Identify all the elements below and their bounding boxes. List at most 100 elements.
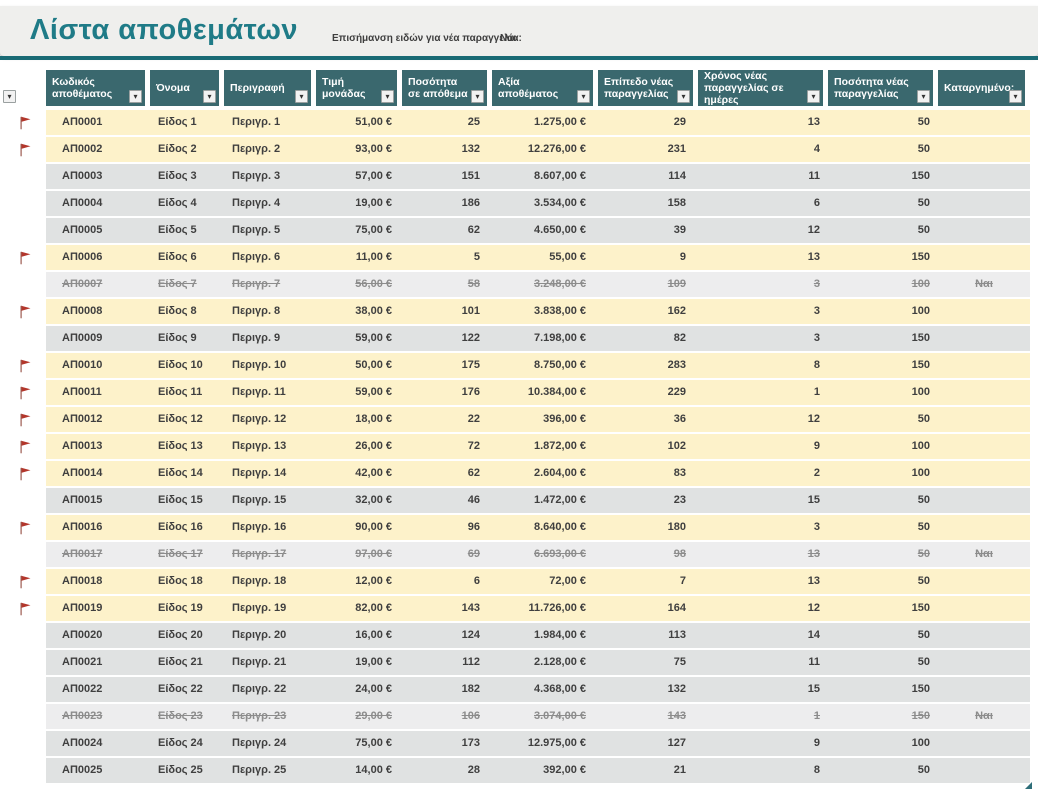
cell-inventory-code[interactable]: ΑΠ0006 [46, 245, 150, 270]
cell-reorder-level[interactable]: 23 [598, 488, 698, 513]
cell-reorder-days[interactable]: 1 [698, 704, 828, 729]
cell-qty-in-stock[interactable]: 46 [402, 488, 492, 513]
cell-name[interactable]: Είδος 25 [150, 758, 224, 783]
flag-cell[interactable] [0, 569, 46, 594]
cell-reorder-level[interactable]: 102 [598, 434, 698, 459]
cell-description[interactable]: Περιγρ. 24 [224, 731, 316, 756]
cell-inventory-code[interactable]: ΑΠ0014 [46, 461, 150, 486]
cell-reorder-level[interactable]: 98 [598, 542, 698, 567]
header-reorder-qty[interactable]: Ποσότητα νέας παραγγελίας ▾ [828, 70, 933, 106]
cell-unit-price[interactable]: 75,00 € [316, 731, 402, 756]
cell-description[interactable]: Περιγρ. 9 [224, 326, 316, 351]
cell-name[interactable]: Είδος 24 [150, 731, 224, 756]
filter-dropdown-button[interactable]: ▾ [1009, 90, 1022, 103]
cell-reorder-days[interactable]: 6 [698, 191, 828, 216]
cell-reorder-qty[interactable]: 50 [828, 758, 938, 783]
cell-inventory-code[interactable]: ΑΠ0024 [46, 731, 150, 756]
cell-reorder-days[interactable]: 9 [698, 731, 828, 756]
cell-description[interactable]: Περιγρ. 6 [224, 245, 316, 270]
cell-inventory-code[interactable]: ΑΠ0015 [46, 488, 150, 513]
flag-cell[interactable] [0, 272, 46, 297]
cell-discontinued[interactable] [938, 353, 1030, 378]
cell-reorder-level[interactable]: 164 [598, 596, 698, 621]
flag-cell[interactable] [0, 704, 46, 729]
cell-reorder-qty[interactable]: 50 [828, 191, 938, 216]
cell-reorder-days[interactable]: 11 [698, 650, 828, 675]
cell-discontinued[interactable] [938, 596, 1030, 621]
cell-discontinued[interactable] [938, 326, 1030, 351]
cell-reorder-days[interactable]: 14 [698, 623, 828, 648]
cell-stock-value[interactable]: 1.275,00 € [492, 110, 598, 135]
header-inventory-code[interactable]: Κωδικός αποθέματος ▾ [46, 70, 145, 106]
cell-qty-in-stock[interactable]: 69 [402, 542, 492, 567]
cell-discontinued[interactable]: Ναι [938, 704, 1030, 729]
filter-dropdown-button[interactable]: ▾ [807, 90, 820, 103]
cell-name[interactable]: Είδος 1 [150, 110, 224, 135]
cell-discontinued[interactable] [938, 380, 1030, 405]
cell-reorder-level[interactable]: 231 [598, 137, 698, 162]
flag-cell[interactable] [0, 488, 46, 513]
filter-dropdown-button[interactable]: ▾ [295, 90, 308, 103]
cell-description[interactable]: Περιγρ. 22 [224, 677, 316, 702]
cell-reorder-level[interactable]: 9 [598, 245, 698, 270]
cell-stock-value[interactable]: 12.975,00 € [492, 731, 598, 756]
cell-reorder-days[interactable]: 12 [698, 218, 828, 243]
cell-unit-price[interactable]: 26,00 € [316, 434, 402, 459]
flag-cell[interactable] [0, 326, 46, 351]
cell-description[interactable]: Περιγρ. 3 [224, 164, 316, 189]
cell-stock-value[interactable]: 4.650,00 € [492, 218, 598, 243]
filter-dropdown-button[interactable]: ▾ [381, 90, 394, 103]
cell-inventory-code[interactable]: ΑΠ0019 [46, 596, 150, 621]
cell-reorder-qty[interactable]: 100 [828, 731, 938, 756]
cell-stock-value[interactable]: 7.198,00 € [492, 326, 598, 351]
cell-qty-in-stock[interactable]: 124 [402, 623, 492, 648]
cell-inventory-code[interactable]: ΑΠ0016 [46, 515, 150, 540]
header-discontinued[interactable]: Καταργημένο; ▾ [938, 70, 1025, 106]
flag-cell[interactable] [0, 299, 46, 324]
cell-discontinued[interactable] [938, 218, 1030, 243]
cell-unit-price[interactable]: 12,00 € [316, 569, 402, 594]
cell-reorder-level[interactable]: 29 [598, 110, 698, 135]
cell-stock-value[interactable]: 3.534,00 € [492, 191, 598, 216]
cell-description[interactable]: Περιγρ. 17 [224, 542, 316, 567]
cell-reorder-level[interactable]: 39 [598, 218, 698, 243]
cell-unit-price[interactable]: 56,00 € [316, 272, 402, 297]
flag-cell[interactable] [0, 434, 46, 459]
cell-stock-value[interactable]: 55,00 € [492, 245, 598, 270]
cell-discontinued[interactable] [938, 245, 1030, 270]
cell-reorder-level[interactable]: 132 [598, 677, 698, 702]
cell-reorder-qty[interactable]: 150 [828, 245, 938, 270]
cell-qty-in-stock[interactable]: 122 [402, 326, 492, 351]
cell-unit-price[interactable]: 97,00 € [316, 542, 402, 567]
cell-discontinued[interactable]: Ναι [938, 542, 1030, 567]
cell-reorder-days[interactable]: 1 [698, 380, 828, 405]
cell-reorder-qty[interactable]: 100 [828, 434, 938, 459]
cell-name[interactable]: Είδος 19 [150, 596, 224, 621]
cell-name[interactable]: Είδος 6 [150, 245, 224, 270]
cell-stock-value[interactable]: 3.248,00 € [492, 272, 598, 297]
cell-stock-value[interactable]: 396,00 € [492, 407, 598, 432]
cell-discontinued[interactable] [938, 515, 1030, 540]
cell-inventory-code[interactable]: ΑΠ0025 [46, 758, 150, 783]
cell-reorder-level[interactable]: 229 [598, 380, 698, 405]
cell-discontinued[interactable] [938, 191, 1030, 216]
cell-reorder-qty[interactable]: 100 [828, 380, 938, 405]
cell-qty-in-stock[interactable]: 28 [402, 758, 492, 783]
cell-reorder-qty[interactable]: 50 [828, 407, 938, 432]
cell-discontinued[interactable] [938, 164, 1030, 189]
cell-unit-price[interactable]: 11,00 € [316, 245, 402, 270]
cell-stock-value[interactable]: 72,00 € [492, 569, 598, 594]
cell-reorder-days[interactable]: 13 [698, 542, 828, 567]
cell-description[interactable]: Περιγρ. 14 [224, 461, 316, 486]
cell-reorder-qty[interactable]: 50 [828, 218, 938, 243]
cell-unit-price[interactable]: 32,00 € [316, 488, 402, 513]
cell-discontinued[interactable] [938, 434, 1030, 459]
cell-inventory-code[interactable]: ΑΠ0020 [46, 623, 150, 648]
cell-stock-value[interactable]: 12.276,00 € [492, 137, 598, 162]
cell-unit-price[interactable]: 19,00 € [316, 650, 402, 675]
cell-inventory-code[interactable]: ΑΠ0013 [46, 434, 150, 459]
cell-description[interactable]: Περιγρ. 16 [224, 515, 316, 540]
cell-qty-in-stock[interactable]: 101 [402, 299, 492, 324]
filter-dropdown-button[interactable]: ▾ [577, 90, 590, 103]
cell-reorder-level[interactable]: 109 [598, 272, 698, 297]
